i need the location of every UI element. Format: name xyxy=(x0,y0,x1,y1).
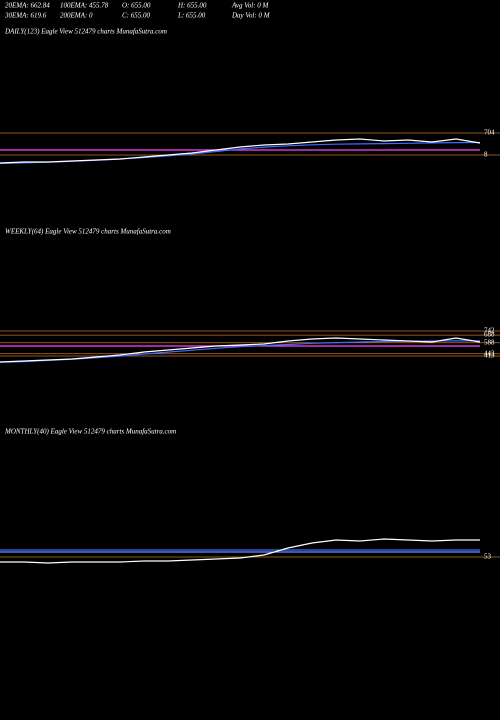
stat-label: 30EMA: 619.6 xyxy=(4,12,47,20)
price-line xyxy=(0,538,480,564)
price-line xyxy=(0,141,481,165)
panel-title: WEEKLY(64) Eagle View 512479 charts Muna… xyxy=(5,228,171,236)
stat-label: C: 655.00 xyxy=(122,12,151,20)
stat-label: L: 655.00 xyxy=(177,12,206,20)
y-tick-label: 443 xyxy=(484,349,495,357)
stat-label: Day Vol: 0 M xyxy=(231,12,271,20)
y-tick-label: 688 xyxy=(484,331,495,339)
stat-label: 100EMA: 455.78 xyxy=(60,2,109,10)
y-tick-label: 413 xyxy=(484,352,495,360)
stat-label: Avg Vol: 0 M xyxy=(231,2,270,10)
price-line xyxy=(0,138,481,164)
stat-label: 20EMA: 662.84 xyxy=(5,2,50,10)
panel-title: DAILY(123) Eagle View 512479 charts Muna… xyxy=(4,28,167,36)
stat-label: O: 655.00 xyxy=(122,2,151,10)
panel-title: MONTHLY(40) Eagle View 512479 charts Mun… xyxy=(4,428,176,436)
y-tick-label: 8 xyxy=(484,151,488,159)
y-tick-label: 742 xyxy=(484,327,495,335)
stat-label: H: 655.00 xyxy=(177,2,207,10)
y-tick-label: 588 xyxy=(484,338,495,346)
y-tick-label: 53 xyxy=(484,553,492,561)
price-line xyxy=(0,337,481,363)
stat-label: 200EMA: 0 xyxy=(60,12,93,20)
y-tick-label: 704 xyxy=(484,129,495,137)
